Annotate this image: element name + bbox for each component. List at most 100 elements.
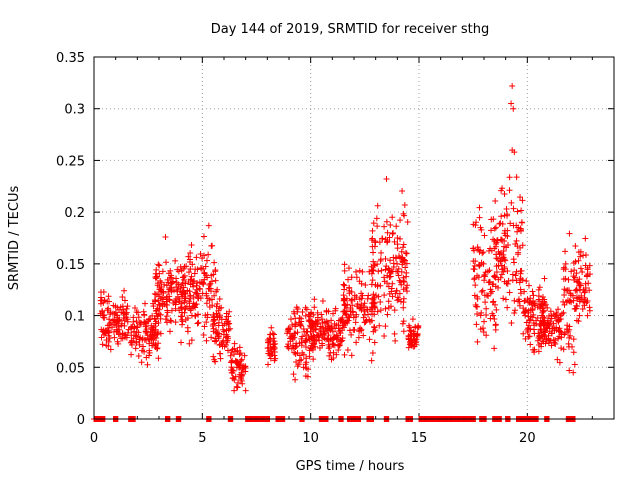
data-point [164, 307, 171, 314]
data-point [348, 288, 355, 295]
data-point [474, 272, 481, 279]
data-point [394, 297, 401, 304]
data-point [392, 337, 399, 344]
data-point [185, 269, 192, 276]
data-point [394, 245, 401, 252]
data-point [542, 301, 549, 308]
data-point [545, 332, 552, 339]
data-point [296, 357, 303, 364]
data-point [341, 324, 348, 331]
data-point [336, 342, 343, 349]
data-point [374, 223, 381, 230]
data-point [498, 187, 505, 194]
data-point [496, 250, 503, 257]
data-point [121, 287, 128, 294]
data-point [192, 289, 199, 296]
data-point [388, 288, 395, 295]
data-point [481, 273, 488, 280]
data-point [104, 307, 111, 314]
data-point [115, 340, 122, 347]
data-point [141, 312, 148, 319]
data-point [394, 260, 401, 267]
data-point [210, 325, 217, 332]
data-point [491, 345, 498, 352]
data-point [154, 305, 161, 312]
data-point [207, 280, 214, 287]
data-point [401, 278, 408, 285]
data-point [113, 319, 120, 326]
data-point [270, 346, 277, 353]
data-point [361, 300, 368, 307]
data-point [548, 330, 555, 337]
data-point [471, 262, 478, 269]
data-point [99, 328, 106, 335]
data-point [374, 261, 381, 268]
data-point [203, 337, 210, 344]
data-point [476, 204, 483, 211]
data-point [575, 249, 582, 256]
data-point [203, 300, 210, 307]
data-point [400, 286, 407, 293]
data-point [136, 341, 143, 348]
data-point [241, 352, 248, 359]
data-point [354, 301, 361, 308]
data-point [305, 317, 312, 324]
data-point [548, 315, 555, 322]
data-point [504, 267, 511, 274]
data-point [292, 350, 299, 357]
data-point [572, 243, 579, 250]
data-point [407, 335, 414, 342]
data-point [526, 317, 533, 324]
data-point [582, 280, 589, 287]
data-point [492, 197, 499, 204]
data-point [316, 337, 323, 344]
data-point [193, 254, 200, 261]
data-point [187, 250, 194, 257]
data-point [579, 306, 586, 313]
data-point [501, 190, 508, 197]
data-point [181, 272, 188, 279]
data-point [371, 339, 378, 346]
data-point [378, 249, 385, 256]
data-point [146, 340, 153, 347]
data-point [309, 347, 316, 354]
data-point [513, 174, 520, 181]
data-point [490, 281, 497, 288]
y-tick-label: 0.35 [56, 51, 85, 66]
data-point [554, 356, 561, 363]
data-point [146, 349, 153, 356]
data-point [518, 267, 525, 274]
data-point [201, 323, 208, 330]
data-point [303, 359, 310, 366]
data-point [586, 307, 593, 314]
data-point [210, 353, 217, 360]
data-point [478, 288, 485, 295]
data-point [124, 303, 131, 310]
data-point [225, 313, 232, 320]
data-point [221, 320, 228, 327]
data-point [328, 317, 335, 324]
data-point [290, 308, 297, 315]
data-point [172, 319, 179, 326]
data-point [197, 251, 204, 258]
data-point [299, 309, 306, 316]
data-point [400, 328, 407, 335]
data-point [402, 250, 409, 257]
data-point [300, 364, 307, 371]
data-point [473, 321, 480, 328]
data-point [160, 296, 167, 303]
data-point [561, 331, 568, 338]
data-point [208, 272, 215, 279]
data-point [550, 320, 557, 327]
data-point [292, 376, 299, 383]
data-point [405, 332, 412, 339]
data-point [304, 373, 311, 380]
data-point [308, 321, 315, 328]
data-point [518, 219, 525, 226]
data-point [191, 278, 198, 285]
data-point [119, 330, 126, 337]
data-point [179, 318, 186, 325]
data-point [330, 335, 337, 342]
data-point [539, 309, 546, 316]
data-point [522, 335, 529, 342]
